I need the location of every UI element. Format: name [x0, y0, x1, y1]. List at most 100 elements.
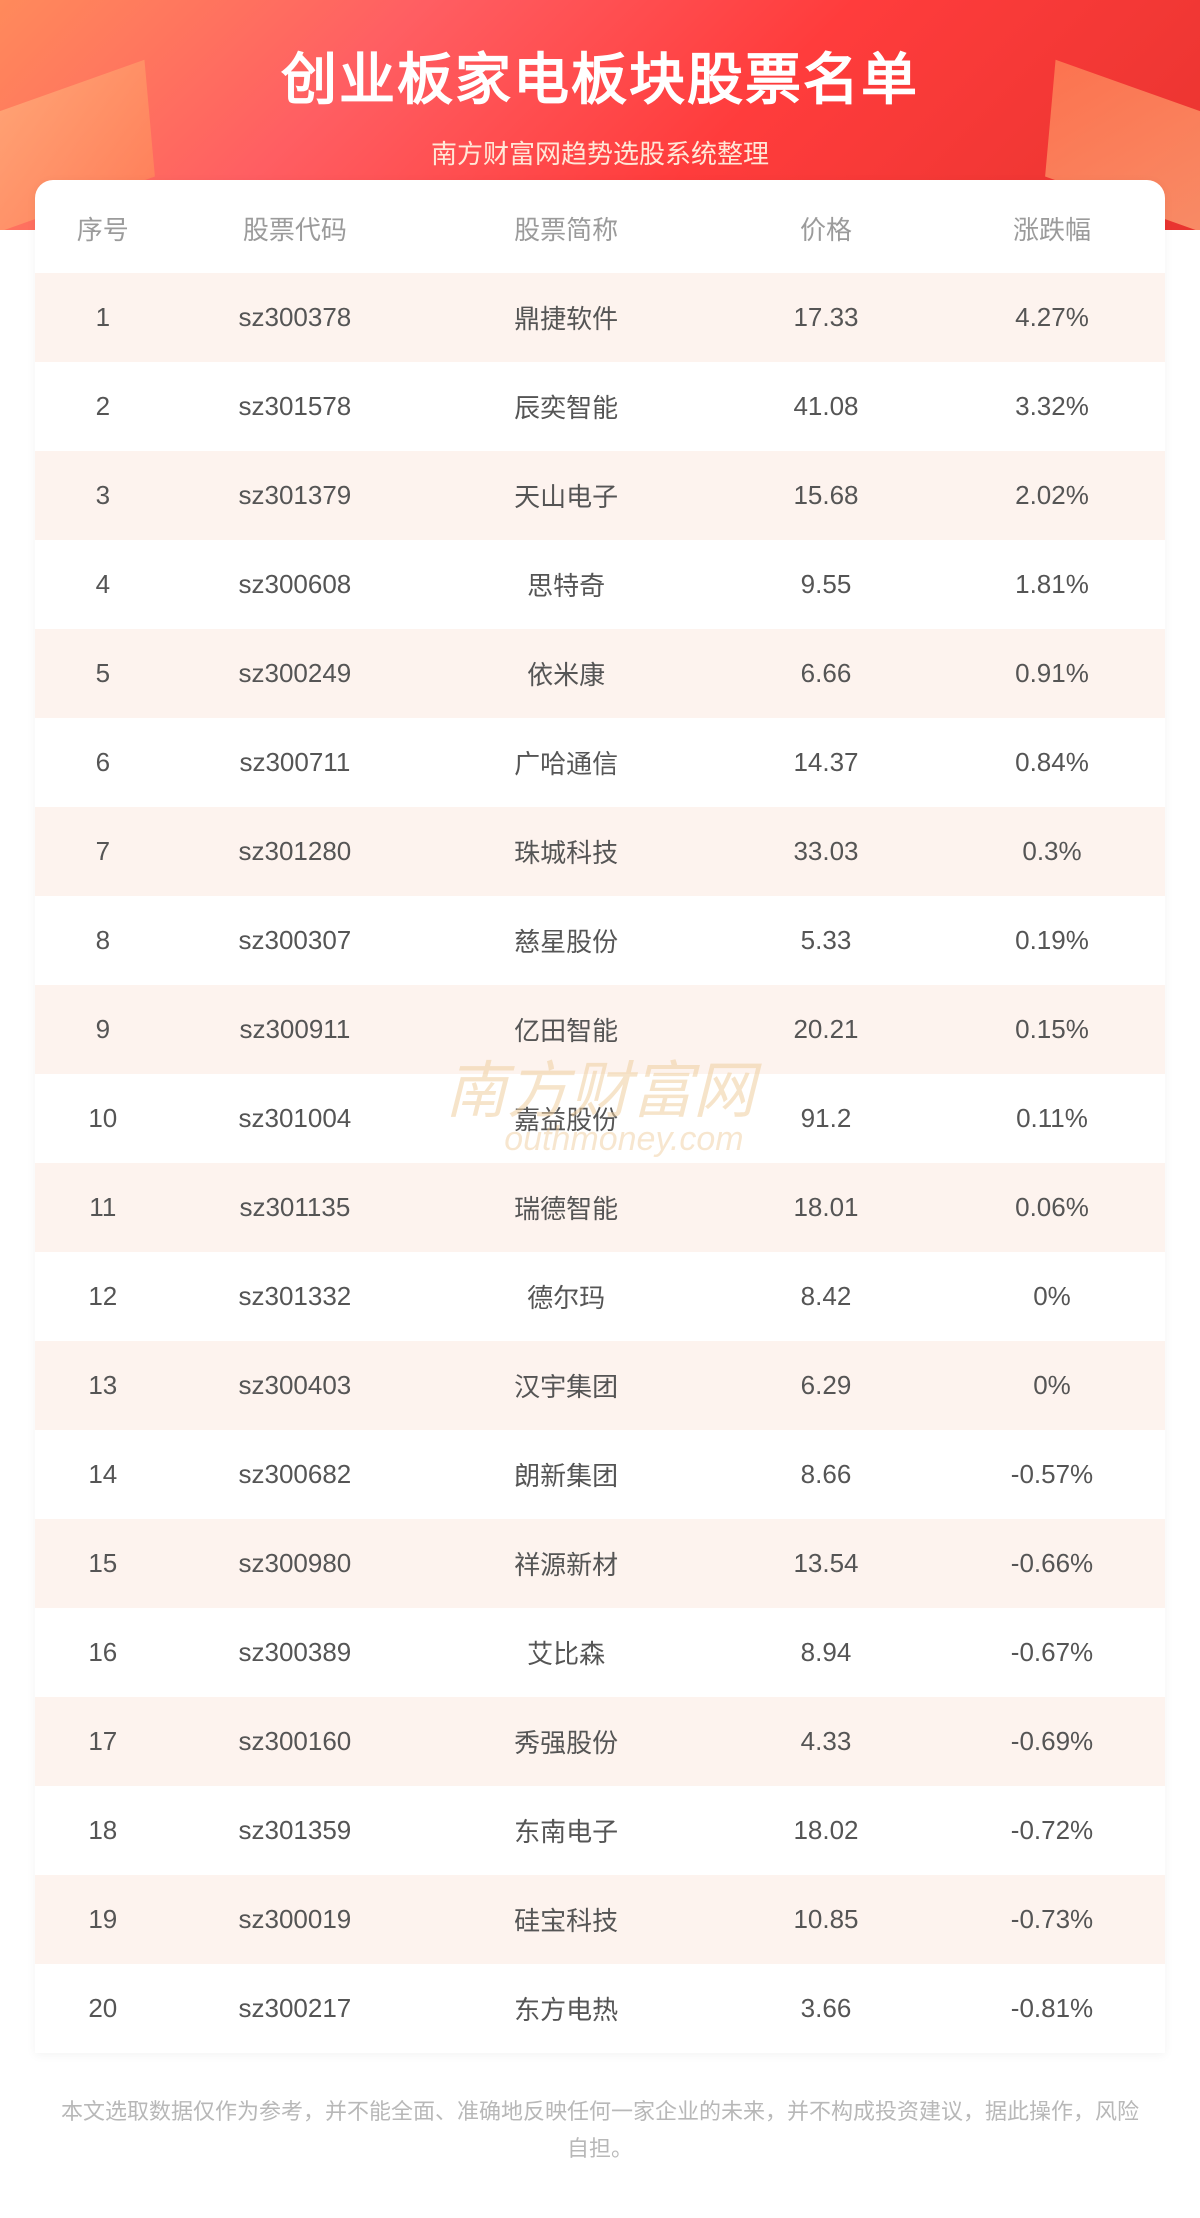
cell-price: 14.37 — [713, 718, 939, 807]
cell-code: sz300019 — [171, 1875, 420, 1964]
cell-code: sz300378 — [171, 273, 420, 362]
cell-code: sz300160 — [171, 1697, 420, 1786]
cell-price: 13.54 — [713, 1519, 939, 1608]
cell-price: 20.21 — [713, 985, 939, 1074]
cell-change: 0.91% — [939, 629, 1165, 718]
table-row: 17sz300160秀强股份4.33-0.69% — [35, 1697, 1165, 1786]
table-header-row: 序号 股票代码 股票简称 价格 涨跌幅 — [35, 180, 1165, 273]
col-header-price: 价格 — [713, 180, 939, 273]
cell-index: 8 — [35, 896, 171, 985]
cell-index: 20 — [35, 1964, 171, 2053]
cell-name: 思特奇 — [419, 540, 713, 629]
table-row: 8sz300307慈星股份5.330.19% — [35, 896, 1165, 985]
cell-price: 3.66 — [713, 1964, 939, 2053]
disclaimer-text: 本文选取数据仅作为参考，并不能全面、准确地反映任何一家企业的未来，并不构成投资建… — [60, 2093, 1140, 2168]
cell-price: 6.66 — [713, 629, 939, 718]
cell-code: sz301135 — [171, 1163, 420, 1252]
cell-change: -0.72% — [939, 1786, 1165, 1875]
cell-name: 朗新集团 — [419, 1430, 713, 1519]
col-header-index: 序号 — [35, 180, 171, 273]
table-row: 15sz300980祥源新材13.54-0.66% — [35, 1519, 1165, 1608]
cell-name: 广哈通信 — [419, 718, 713, 807]
cell-code: sz300911 — [171, 985, 420, 1074]
cell-change: 0.3% — [939, 807, 1165, 896]
cell-code: sz301332 — [171, 1252, 420, 1341]
cell-code: sz301359 — [171, 1786, 420, 1875]
cell-change: -0.67% — [939, 1608, 1165, 1697]
cell-code: sz301004 — [171, 1074, 420, 1163]
cell-index: 16 — [35, 1608, 171, 1697]
page-container: 创业板家电板块股票名单 南方财富网趋势选股系统整理 序号 股票代码 股票简称 价… — [0, 0, 1200, 2168]
cell-price: 33.03 — [713, 807, 939, 896]
table-row: 19sz300019硅宝科技10.85-0.73% — [35, 1875, 1165, 1964]
stock-table: 序号 股票代码 股票简称 价格 涨跌幅 1sz300378鼎捷软件17.334.… — [35, 180, 1165, 2053]
cell-price: 18.02 — [713, 1786, 939, 1875]
table-row: 6sz300711广哈通信14.370.84% — [35, 718, 1165, 807]
cell-name: 鼎捷软件 — [419, 273, 713, 362]
cell-name: 辰奕智能 — [419, 362, 713, 451]
page-subtitle: 南方财富网趋势选股系统整理 — [0, 134, 1200, 171]
cell-price: 4.33 — [713, 1697, 939, 1786]
cell-index: 3 — [35, 451, 171, 540]
cell-price: 8.42 — [713, 1252, 939, 1341]
table-row: 11sz301135瑞德智能18.010.06% — [35, 1163, 1165, 1252]
cell-index: 11 — [35, 1163, 171, 1252]
cell-index: 5 — [35, 629, 171, 718]
cell-price: 18.01 — [713, 1163, 939, 1252]
col-header-code: 股票代码 — [171, 180, 420, 273]
cell-index: 19 — [35, 1875, 171, 1964]
cell-name: 东南电子 — [419, 1786, 713, 1875]
cell-change: -0.69% — [939, 1697, 1165, 1786]
cell-code: sz300403 — [171, 1341, 420, 1430]
cell-name: 祥源新材 — [419, 1519, 713, 1608]
cell-name: 东方电热 — [419, 1964, 713, 2053]
cell-index: 9 — [35, 985, 171, 1074]
table-body: 1sz300378鼎捷软件17.334.27%2sz301578辰奕智能41.0… — [35, 273, 1165, 2053]
cell-index: 2 — [35, 362, 171, 451]
cell-index: 7 — [35, 807, 171, 896]
cell-index: 4 — [35, 540, 171, 629]
cell-change: 0% — [939, 1252, 1165, 1341]
cell-change: -0.66% — [939, 1519, 1165, 1608]
cell-code: sz301280 — [171, 807, 420, 896]
cell-name: 嘉益股份 — [419, 1074, 713, 1163]
cell-price: 17.33 — [713, 273, 939, 362]
cell-price: 6.29 — [713, 1341, 939, 1430]
col-header-name: 股票简称 — [419, 180, 713, 273]
cell-name: 慈星股份 — [419, 896, 713, 985]
table-row: 1sz300378鼎捷软件17.334.27% — [35, 273, 1165, 362]
cell-price: 91.2 — [713, 1074, 939, 1163]
cell-change: 4.27% — [939, 273, 1165, 362]
cell-change: -0.81% — [939, 1964, 1165, 2053]
cell-name: 珠城科技 — [419, 807, 713, 896]
table-row: 3sz301379天山电子15.682.02% — [35, 451, 1165, 540]
cell-change: 2.02% — [939, 451, 1165, 540]
cell-change: -0.57% — [939, 1430, 1165, 1519]
cell-code: sz300980 — [171, 1519, 420, 1608]
cell-name: 依米康 — [419, 629, 713, 718]
cell-code: sz300682 — [171, 1430, 420, 1519]
cell-price: 15.68 — [713, 451, 939, 540]
cell-code: sz300249 — [171, 629, 420, 718]
cell-name: 亿田智能 — [419, 985, 713, 1074]
table-row: 2sz301578辰奕智能41.083.32% — [35, 362, 1165, 451]
table-row: 13sz300403汉宇集团6.290% — [35, 1341, 1165, 1430]
page-title: 创业板家电板块股票名单 — [0, 35, 1200, 116]
cell-price: 5.33 — [713, 896, 939, 985]
cell-code: sz300307 — [171, 896, 420, 985]
cell-name: 秀强股份 — [419, 1697, 713, 1786]
cell-price: 9.55 — [713, 540, 939, 629]
table-row: 12sz301332德尔玛8.420% — [35, 1252, 1165, 1341]
cell-name: 汉宇集团 — [419, 1341, 713, 1430]
table-row: 5sz300249依米康6.660.91% — [35, 629, 1165, 718]
cell-code: sz301379 — [171, 451, 420, 540]
cell-code: sz300389 — [171, 1608, 420, 1697]
table-container: 序号 股票代码 股票简称 价格 涨跌幅 1sz300378鼎捷软件17.334.… — [35, 180, 1165, 2053]
cell-name: 德尔玛 — [419, 1252, 713, 1341]
table-row: 4sz300608思特奇9.551.81% — [35, 540, 1165, 629]
cell-index: 15 — [35, 1519, 171, 1608]
cell-price: 8.94 — [713, 1608, 939, 1697]
cell-change: 0.15% — [939, 985, 1165, 1074]
table-row: 16sz300389艾比森8.94-0.67% — [35, 1608, 1165, 1697]
cell-price: 8.66 — [713, 1430, 939, 1519]
